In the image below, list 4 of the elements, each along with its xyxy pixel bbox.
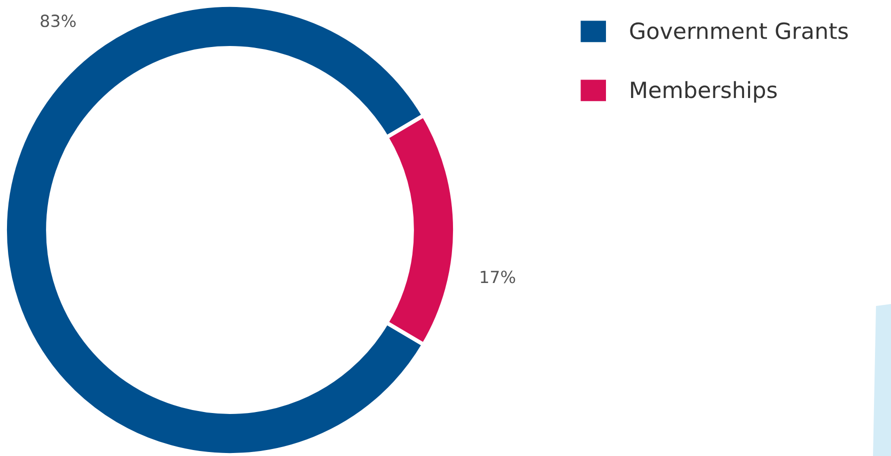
legend-label: Memberships — [631, 81, 777, 103]
data-label: 17% — [480, 270, 516, 284]
data-label: 83% — [40, 14, 76, 28]
legend-label: Government Grants — [630, 22, 848, 40]
